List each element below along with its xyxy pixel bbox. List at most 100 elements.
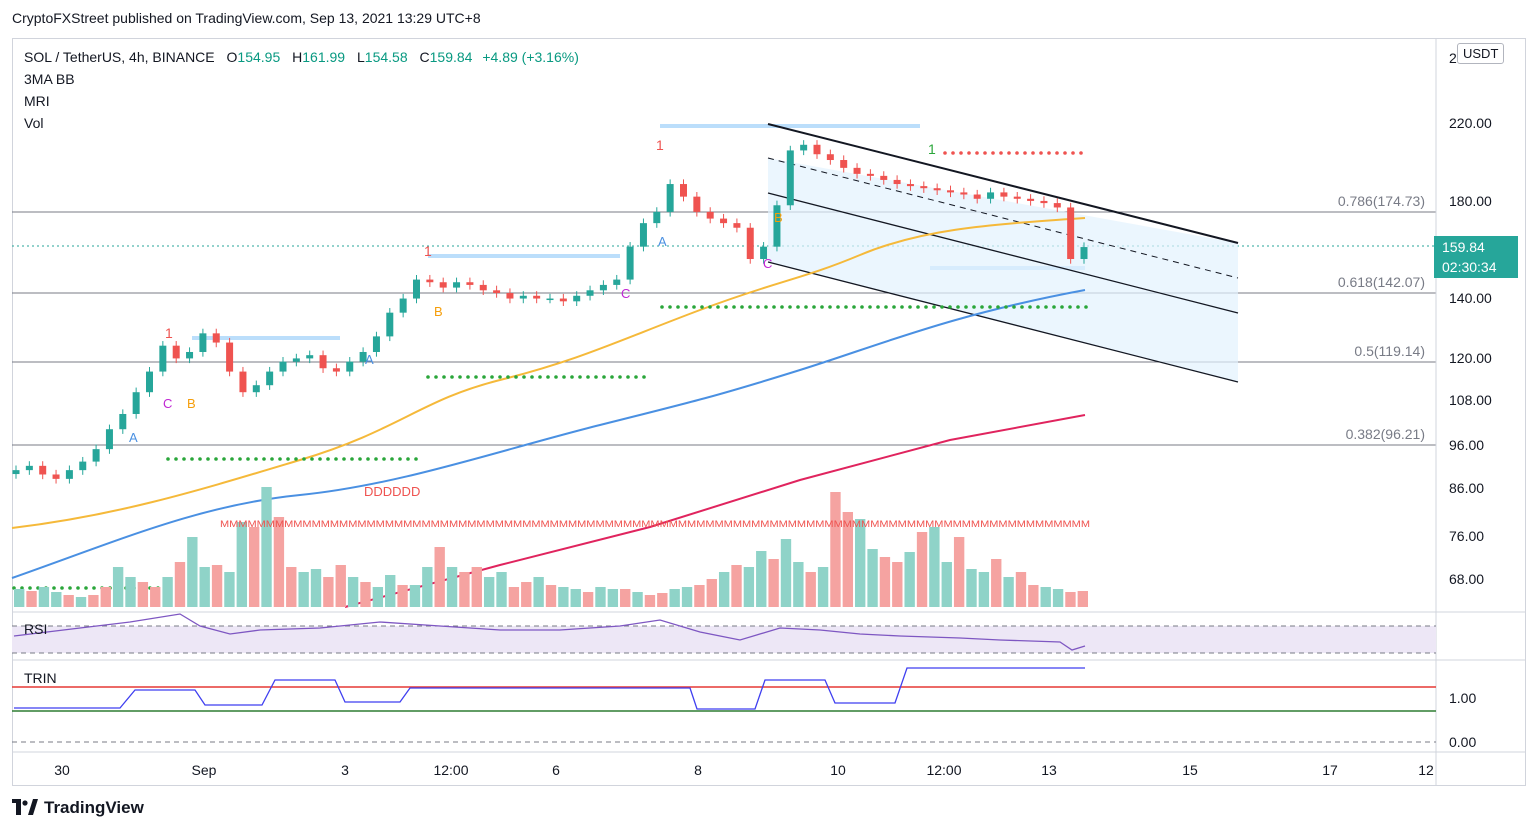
support-dots <box>732 305 736 309</box>
volume-bar <box>1015 572 1027 607</box>
volume-bar <box>582 592 594 607</box>
candle-body <box>599 284 607 291</box>
candle-body <box>146 371 153 393</box>
td-count-label: 1 <box>656 137 664 153</box>
support-dots <box>676 305 680 309</box>
symbol-label[interactable]: SOL / TetherUS, 4h, BINANCE <box>24 49 215 65</box>
currency-badge[interactable]: USDT <box>1457 43 1505 64</box>
pattern-label: C <box>621 286 630 301</box>
support-dots <box>530 375 534 379</box>
volume-bar <box>471 567 482 607</box>
x-axis-tick: 8 <box>694 762 702 778</box>
volume-bar <box>533 577 544 607</box>
volume-bar <box>756 551 767 607</box>
support-dots <box>1004 305 1008 309</box>
candle-body <box>212 333 220 343</box>
support-dots <box>1076 305 1080 309</box>
candle-body <box>453 282 461 288</box>
candle-body <box>853 167 861 174</box>
resistance-dots <box>1047 151 1051 155</box>
support-dots <box>756 305 760 309</box>
indicator-mri[interactable]: MRI <box>24 93 50 109</box>
support-dots <box>398 457 402 461</box>
volume-bar <box>310 569 322 607</box>
volume-bar <box>199 567 210 607</box>
volume-bar <box>743 567 755 607</box>
support-dots <box>1036 305 1040 309</box>
support-dots <box>724 305 728 309</box>
candle-body <box>866 173 874 176</box>
candle-body <box>65 470 73 479</box>
close-label: C <box>419 49 430 65</box>
support-dots <box>764 305 768 309</box>
volume-bar <box>657 593 668 607</box>
volume-bar <box>248 527 260 607</box>
channel-upper-line <box>767 123 1239 244</box>
support-dots <box>1020 305 1024 309</box>
trin-tick: 0.00 <box>1449 734 1476 750</box>
support-dots <box>586 375 590 379</box>
volume-bar <box>941 562 952 607</box>
volume-bar <box>916 532 928 607</box>
pattern-label: A <box>129 430 138 445</box>
volume-bar <box>1040 587 1051 607</box>
support-dots <box>76 586 80 590</box>
y-axis-tick: 220.00 <box>1449 115 1492 131</box>
y-axis-tick: 96.00 <box>1449 437 1484 453</box>
indicator-vol[interactable]: Vol <box>24 115 44 131</box>
support-dots <box>366 457 370 461</box>
support-dots <box>948 305 952 309</box>
candle-body <box>1067 207 1075 260</box>
volume-bar <box>125 577 136 607</box>
candle-body <box>546 298 554 301</box>
volume-bar <box>731 565 742 607</box>
x-axis-tick: 3 <box>341 762 349 778</box>
candle-body <box>386 312 394 337</box>
volume-bar <box>607 589 619 607</box>
support-dots <box>748 305 752 309</box>
candle-body <box>359 351 367 362</box>
volume-bar <box>793 562 804 607</box>
pattern-label: B <box>187 396 196 411</box>
fib-level-label: 0.382(96.21) <box>1346 426 1425 442</box>
volume-bar <box>644 595 656 607</box>
pattern-label: B <box>774 210 783 225</box>
footer-brand[interactable]: TradingView <box>12 798 144 818</box>
support-dots <box>442 375 446 379</box>
volume-bar <box>372 587 384 607</box>
support-dots <box>1084 305 1088 309</box>
last-price-tag: 159.84 02:30:34 <box>1434 236 1518 278</box>
support-dots <box>1012 305 1016 309</box>
support-dots <box>562 375 566 379</box>
candle-body <box>813 144 821 155</box>
footer-brand-label: TradingView <box>44 798 144 817</box>
indicator-3ma-bb[interactable]: 3MA BB <box>24 71 75 87</box>
volume-bar <box>100 587 111 607</box>
support-dots <box>506 375 510 379</box>
support-dots <box>68 586 72 590</box>
support-dots <box>434 375 438 379</box>
volume-bar <box>286 567 297 607</box>
candle-body <box>399 298 407 313</box>
volume-bar <box>1028 585 1039 607</box>
support-dots <box>466 375 470 379</box>
support-dots <box>740 305 744 309</box>
candle-body <box>626 246 634 280</box>
rsi-line <box>13 613 1086 651</box>
publisher-caption: CryptoFXStreet published on TradingView.… <box>12 10 481 26</box>
x-axis-tick: 12:00 <box>433 762 468 778</box>
high-label: H <box>292 49 303 65</box>
support-dots <box>916 305 920 309</box>
support-dots <box>1028 305 1032 309</box>
candle-body <box>119 413 127 430</box>
candle-body <box>586 290 594 296</box>
volume-bar <box>1065 592 1076 607</box>
support-dots <box>174 457 178 461</box>
volume-bar <box>780 539 792 607</box>
support-dots <box>1060 305 1064 309</box>
support-dots <box>270 457 274 461</box>
resistance-dots <box>999 151 1003 155</box>
candle-body <box>920 186 928 189</box>
volume-bar <box>768 559 779 607</box>
